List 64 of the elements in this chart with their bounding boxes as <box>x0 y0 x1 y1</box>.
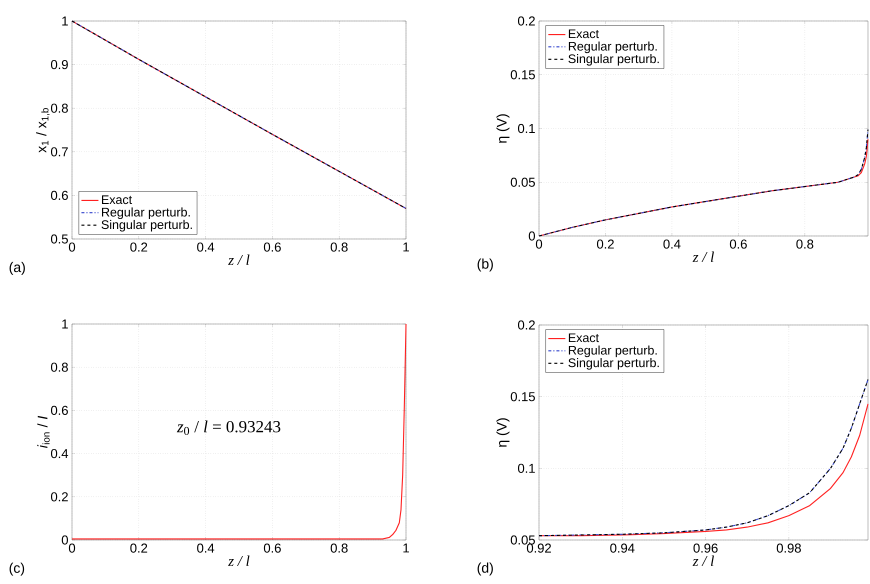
y-tick-label: 0.8 <box>50 104 68 113</box>
y-tick-label: 0.2 <box>50 492 68 502</box>
x-tick-label: 0.8 <box>330 242 348 252</box>
x-axis-title: z / l <box>228 556 250 566</box>
x-tick-label: 0 <box>68 544 76 553</box>
y-tick-label: 0.9 <box>50 60 68 70</box>
x-tick-label: 1 <box>403 242 409 252</box>
x-tick-label: 0.6 <box>264 544 281 553</box>
x-tick-label: 0.92 <box>526 544 551 553</box>
y-axis-title: x$_{1}$ / x$_{1,b}$ <box>36 108 50 153</box>
x-tick-label: 0.98 <box>776 544 801 553</box>
y-tick-label: 0.5 <box>50 234 68 244</box>
x-tick-label: 0.2 <box>130 544 148 553</box>
x-tick-label: 0.2 <box>130 242 148 252</box>
legend-label: Exact <box>102 195 132 204</box>
legend-label: Regular perturb. <box>568 346 657 358</box>
x-tick-label: 0 <box>68 242 76 252</box>
x-tick-label: 0.8 <box>330 544 348 553</box>
annotation: z$_{0}$ / l = 0.93243 <box>176 420 280 435</box>
y-tick-label: 0.6 <box>50 190 68 200</box>
x-axis-title: z / l <box>692 556 714 566</box>
x-tick-label: 0.6 <box>264 242 281 252</box>
x-tick-label: 0.6 <box>730 240 747 249</box>
text: (b) <box>478 258 493 272</box>
y-tick-label: 0.1 <box>518 464 535 473</box>
y-tick-label: 0.05 <box>510 178 535 187</box>
text: (d) <box>478 562 493 576</box>
x-tick-label: 1 <box>403 544 409 552</box>
y-tick-label: 1 <box>62 320 68 328</box>
legend-label: Exact <box>568 29 599 38</box>
y-tick-label: 0.15 <box>510 70 535 80</box>
y-tick-label: 0.6 <box>50 406 68 415</box>
y-axis-title: η (V) <box>496 418 510 447</box>
x-tick-label: 0.2 <box>596 240 614 249</box>
y-tick-label: 0 <box>62 535 68 545</box>
legend-label: Regular perturb. <box>102 207 190 220</box>
y-tick-label: 0.2 <box>518 16 535 26</box>
y-tick-label: 0.05 <box>510 535 535 545</box>
y-axis-title: i$_{ion}$ / I <box>37 416 50 448</box>
y-tick-label: 0 <box>528 231 535 241</box>
y-tick-label: 0.15 <box>510 392 535 402</box>
y-tick-label: 1 <box>62 16 68 26</box>
text: (c) <box>10 562 24 576</box>
x-axis-title: z / l <box>692 252 714 262</box>
y-tick-label: 0.1 <box>518 124 535 134</box>
y-tick-label: 0.2 <box>518 320 535 330</box>
x-tick-label: 0.8 <box>796 240 814 249</box>
legend-label: Exact <box>568 333 599 342</box>
text: (a) <box>10 262 25 275</box>
y-axis-title: η (V) <box>496 114 510 143</box>
legend-label: Regular perturb. <box>568 42 657 54</box>
x-tick-label: 0.4 <box>663 240 681 249</box>
legend-label: Singular perturb. <box>568 54 659 66</box>
legend-label: Singular perturb. <box>568 358 659 370</box>
x-tick-label: 0.4 <box>197 242 214 252</box>
x-tick-label: 0.94 <box>610 544 635 553</box>
y-tick-label: 0.8 <box>50 362 68 372</box>
legend-label: Singular perturb. <box>102 220 192 232</box>
x-tick-label: 0.4 <box>197 544 214 553</box>
y-tick-label: 0.4 <box>50 449 68 458</box>
y-tick-label: 0.7 <box>50 147 68 156</box>
x-tick-label: 0 <box>536 240 542 249</box>
x-tick-label: 0.96 <box>693 544 718 553</box>
x-axis-title: z / l <box>228 254 250 266</box>
